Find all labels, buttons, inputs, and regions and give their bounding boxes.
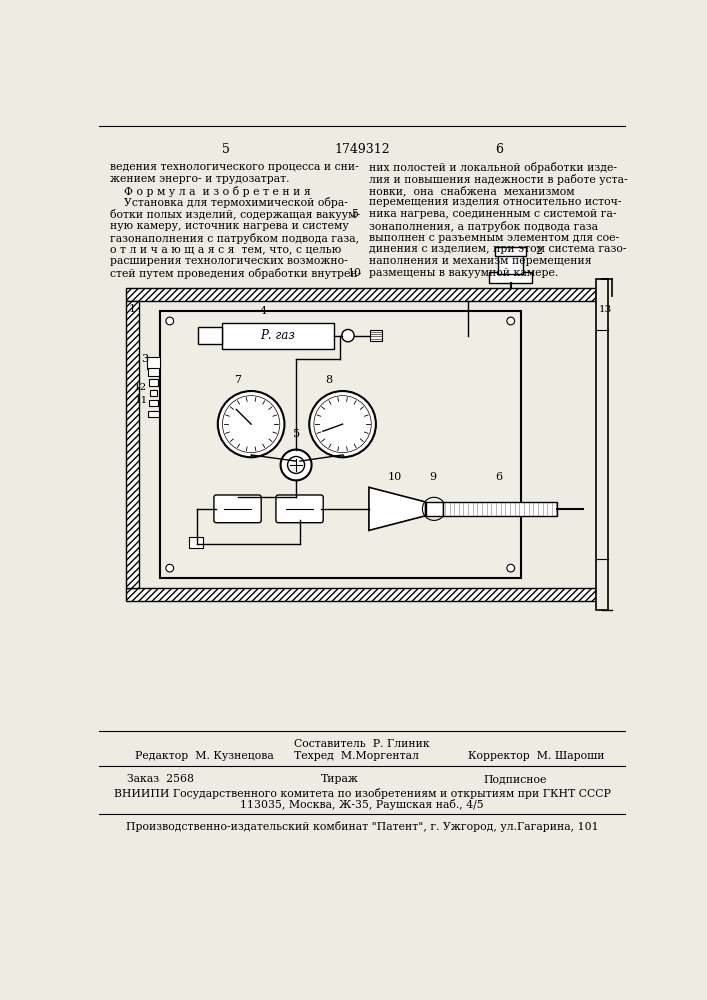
Text: Техред  М.Моргентал: Техред М.Моргентал xyxy=(293,751,419,761)
Text: них полостей и локальной обработки изде-: них полостей и локальной обработки изде- xyxy=(369,162,617,173)
Bar xyxy=(199,327,222,344)
Text: 113035, Москва, Ж-35, Раушская наб., 4/5: 113035, Москва, Ж-35, Раушская наб., 4/5 xyxy=(240,799,484,810)
Text: зонаполнения, а патрубок подвода газа: зонаполнения, а патрубок подвода газа xyxy=(369,221,598,232)
Text: жением энерго- и трудозатрат.: жением энерго- и трудозатрат. xyxy=(110,174,290,184)
FancyBboxPatch shape xyxy=(276,495,323,523)
Text: 5: 5 xyxy=(221,143,230,156)
Text: Составитель  Р. Глиник: Составитель Р. Глиник xyxy=(294,739,430,749)
Text: газонаполнения с патрубком подвода газа,: газонаполнения с патрубком подвода газа, xyxy=(110,233,359,244)
Bar xyxy=(489,272,532,283)
Text: ника нагрева, соединенным с системой га-: ника нагрева, соединенным с системой га- xyxy=(369,209,617,219)
Bar xyxy=(126,588,596,601)
Text: ботки полых изделий, содержащая вакуум-: ботки полых изделий, содержащая вакуум- xyxy=(110,209,360,220)
Text: 12: 12 xyxy=(134,383,147,392)
Text: 13: 13 xyxy=(599,305,612,314)
Circle shape xyxy=(223,396,280,453)
Text: 1: 1 xyxy=(128,304,135,314)
Text: ВНИИПИ Государственного комитета по изобретениям и открытиям при ГКНТ СССР: ВНИИПИ Государственного комитета по изоб… xyxy=(114,788,610,799)
Text: ную камеру, источник нагрева и систему: ную камеру, источник нагрева и систему xyxy=(110,221,349,231)
Bar xyxy=(149,379,158,386)
Circle shape xyxy=(288,456,305,473)
Text: 9: 9 xyxy=(429,472,436,482)
Circle shape xyxy=(314,396,371,453)
Bar xyxy=(596,279,609,610)
Bar xyxy=(222,323,334,349)
Bar xyxy=(148,411,159,417)
Text: выполнен с разъемным элементом для сое-: выполнен с разъемным элементом для сое- xyxy=(369,233,619,243)
Bar xyxy=(189,537,203,548)
Circle shape xyxy=(507,564,515,572)
Bar xyxy=(149,400,158,406)
Circle shape xyxy=(166,564,174,572)
Text: 3: 3 xyxy=(141,354,148,364)
Text: 1749312: 1749312 xyxy=(334,143,390,156)
Text: динения с изделием, при этом система газо-: динения с изделием, при этом система газ… xyxy=(369,244,626,254)
Bar xyxy=(495,247,526,256)
Bar xyxy=(160,311,521,578)
Text: перемещения изделия относительно источ-: перемещения изделия относительно источ- xyxy=(369,197,621,207)
Text: 6: 6 xyxy=(495,143,503,156)
Text: 2: 2 xyxy=(535,246,543,256)
Text: 7: 7 xyxy=(234,375,240,385)
Text: стей путем проведения обработки внутрен-: стей путем проведения обработки внутрен- xyxy=(110,268,361,279)
Bar xyxy=(126,288,596,301)
Text: Тираж: Тираж xyxy=(321,774,358,784)
FancyBboxPatch shape xyxy=(214,495,261,523)
Text: Р. газ: Р. газ xyxy=(260,329,296,342)
Text: 5: 5 xyxy=(293,429,300,439)
Bar xyxy=(126,301,139,588)
Bar xyxy=(443,502,557,516)
Text: Корректор  М. Шароши: Корректор М. Шароши xyxy=(468,751,604,761)
Bar xyxy=(370,330,382,341)
Text: Установка для термохимической обра-: Установка для термохимической обра- xyxy=(110,197,348,208)
Text: Ф о р м у л а  и з о б р е т е н и я: Ф о р м у л а и з о б р е т е н и я xyxy=(110,186,311,197)
Text: 5: 5 xyxy=(351,209,358,219)
Bar xyxy=(146,357,160,369)
Circle shape xyxy=(218,391,284,457)
Circle shape xyxy=(166,317,174,325)
Text: 10: 10 xyxy=(387,472,402,482)
Text: расширения технологических возможно-: расширения технологических возможно- xyxy=(110,256,348,266)
Circle shape xyxy=(341,329,354,342)
Text: 11: 11 xyxy=(134,396,148,405)
Text: Подписное: Подписное xyxy=(484,774,547,784)
Text: наполнения и механизм перемещения: наполнения и механизм перемещения xyxy=(369,256,592,266)
Circle shape xyxy=(309,391,376,457)
Text: 4: 4 xyxy=(259,306,267,316)
Circle shape xyxy=(507,317,515,325)
Circle shape xyxy=(281,450,312,480)
Bar xyxy=(148,368,159,376)
Text: ведения технологического процесса и сни-: ведения технологического процесса и сни- xyxy=(110,162,359,172)
Text: лия и повышения надежности в работе уста-: лия и повышения надежности в работе уста… xyxy=(369,174,628,185)
Text: Производственно-издательский комбинат "Патент", г. Ужгород, ул.Гагарина, 101: Производственно-издательский комбинат "П… xyxy=(126,821,598,832)
Text: новки,  она  снабжена  механизмом: новки, она снабжена механизмом xyxy=(369,186,575,197)
Polygon shape xyxy=(369,487,426,530)
Bar xyxy=(426,502,443,516)
Bar xyxy=(150,389,158,396)
Text: Редактор  М. Кузнецова: Редактор М. Кузнецова xyxy=(135,751,274,761)
Text: 8: 8 xyxy=(325,375,332,385)
Bar xyxy=(498,255,523,274)
Text: размещены в вакуумной камере.: размещены в вакуумной камере. xyxy=(369,268,558,278)
Text: 10: 10 xyxy=(348,268,362,278)
Text: о т л и ч а ю щ а я с я  тем, что, с целью: о т л и ч а ю щ а я с я тем, что, с цель… xyxy=(110,244,341,254)
Text: 6: 6 xyxy=(496,472,503,482)
Text: Заказ  2568: Заказ 2568 xyxy=(127,774,194,784)
